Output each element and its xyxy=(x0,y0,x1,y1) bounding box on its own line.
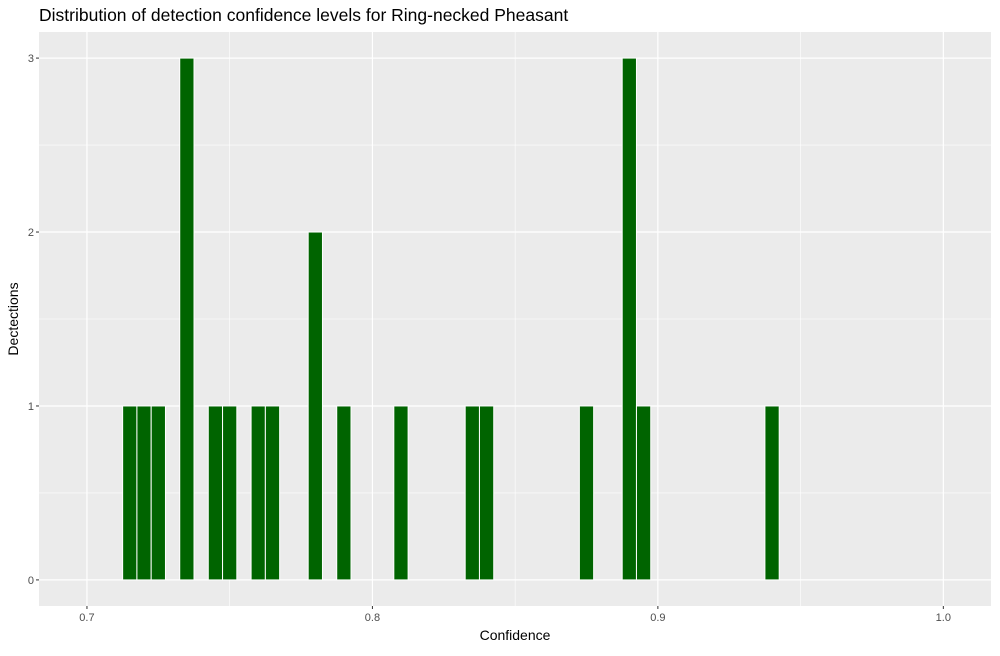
bar xyxy=(150,405,166,581)
y-tick-label: 1 xyxy=(28,401,34,413)
bar xyxy=(179,57,195,581)
bar xyxy=(250,405,266,581)
y-tick-label: 0 xyxy=(28,575,34,587)
minor-gridlines xyxy=(39,32,991,606)
bar xyxy=(478,405,495,581)
x-tick-label: 1.0 xyxy=(936,612,951,624)
bar xyxy=(336,405,352,581)
bar xyxy=(464,405,480,581)
y-axis-title: Dectections xyxy=(5,282,21,355)
x-axis: 0.7 0.8 0.9 1.0 xyxy=(79,606,951,624)
bar xyxy=(764,405,780,581)
bar xyxy=(307,231,323,581)
x-tick-label: 0.9 xyxy=(650,612,665,624)
bar xyxy=(621,57,637,581)
y-axis: 0 1 2 3 xyxy=(28,53,39,587)
bar xyxy=(207,405,224,581)
bar xyxy=(578,405,595,581)
bar xyxy=(635,405,652,581)
major-gridlines xyxy=(39,32,991,606)
bar xyxy=(264,405,281,581)
chart-title: Distribution of detection confidence lev… xyxy=(39,5,568,25)
y-tick-label: 2 xyxy=(28,227,34,239)
y-tick-label: 3 xyxy=(28,53,34,65)
bar xyxy=(122,405,138,581)
bar xyxy=(393,405,409,581)
x-tick-label: 0.7 xyxy=(79,612,94,624)
x-axis-title: Confidence xyxy=(480,627,551,643)
x-tick-label: 0.8 xyxy=(365,612,380,624)
bars xyxy=(122,57,780,581)
bar xyxy=(136,405,152,581)
bar xyxy=(222,405,238,581)
